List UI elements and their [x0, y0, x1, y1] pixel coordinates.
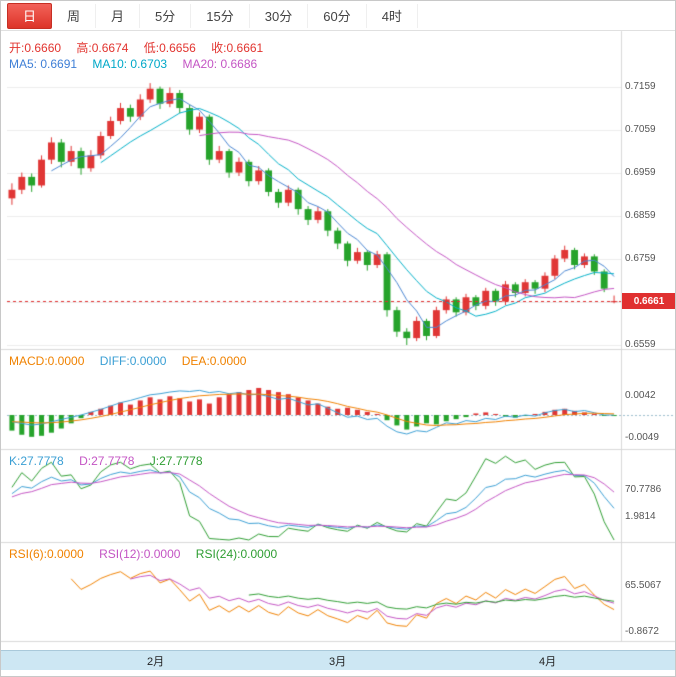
month-label-feb: 2月	[147, 656, 165, 668]
tab-30min[interactable]: 30分	[249, 3, 309, 28]
month-label-apr: 4月	[539, 656, 557, 668]
tab-day[interactable]: 日	[7, 2, 53, 29]
rsi-tick-0: 65.5067	[625, 580, 662, 591]
rsi12-value: RSI(12):0.0000	[99, 547, 181, 561]
tab-5min[interactable]: 5分	[140, 3, 192, 28]
price-tick-2: 0.6959	[625, 167, 656, 178]
ma10-value: MA10: 0.6703	[92, 57, 168, 71]
price-tick-1: 0.7059	[625, 124, 656, 135]
rsi24-value: RSI(24):0.0000	[195, 547, 278, 561]
open-value: 开:0.6660	[9, 41, 62, 55]
j-value: J:27.7778	[149, 454, 203, 468]
macd-tick-1: -0.0049	[625, 432, 659, 443]
tab-15min[interactable]: 15分	[191, 3, 250, 28]
macd-tick-0: 0.0042	[625, 390, 656, 401]
rsi6-value: RSI(6):0.0000	[9, 547, 84, 561]
timeframe-tabbar: 日 周 月 5分 15分 30分 60分 4时	[1, 1, 675, 31]
k-value: K:27.7778	[9, 454, 64, 468]
kdj-tick-0: 70.7786	[625, 484, 662, 495]
price-tick-5: 0.6559	[625, 339, 656, 350]
high-value: 高:0.6674	[76, 41, 129, 55]
last-price-badge: 0.6661	[622, 293, 675, 309]
dea-value: DEA:0.0000	[181, 354, 247, 368]
time-axis-bar	[1, 650, 675, 670]
kdj-tick-1: 1.9814	[625, 511, 656, 522]
price-tick-0: 0.7159	[625, 81, 656, 92]
tab-month[interactable]: 月	[96, 3, 141, 28]
rsi-tick-1: -0.8672	[625, 626, 659, 637]
low-value: 低:0.6656	[143, 41, 196, 55]
month-label-mar: 3月	[329, 656, 347, 668]
tab-4hour[interactable]: 4时	[366, 3, 418, 28]
diff-value: DIFF:0.0000	[99, 354, 167, 368]
d-value: D:27.7778	[79, 454, 135, 468]
tab-60min[interactable]: 60分	[308, 3, 367, 28]
kdj-readout: K:27.7778 D:27.7778 J:27.7778	[9, 454, 215, 468]
ma5-value: MA5: 0.6691	[9, 57, 78, 71]
ma-readout: MA5: 0.6691 MA10: 0.6703 MA20: 0.6686	[9, 57, 269, 71]
rsi-readout: RSI(6):0.0000 RSI(12):0.0000 RSI(24):0.0…	[9, 547, 289, 561]
price-tick-4: 0.6759	[625, 253, 656, 264]
price-tick-3: 0.6859	[625, 210, 656, 221]
macd-readout: MACD:0.0000 DIFF:0.0000 DEA:0.0000	[9, 354, 258, 368]
close-value: 收:0.6661	[211, 41, 264, 55]
ohlc-readout: 开:0.6660 高:0.6674 低:0.6656 收:0.6661	[9, 39, 275, 56]
tab-week[interactable]: 周	[52, 3, 97, 28]
ma20-value: MA20: 0.6686	[182, 57, 258, 71]
macd-value: MACD:0.0000	[9, 354, 85, 368]
